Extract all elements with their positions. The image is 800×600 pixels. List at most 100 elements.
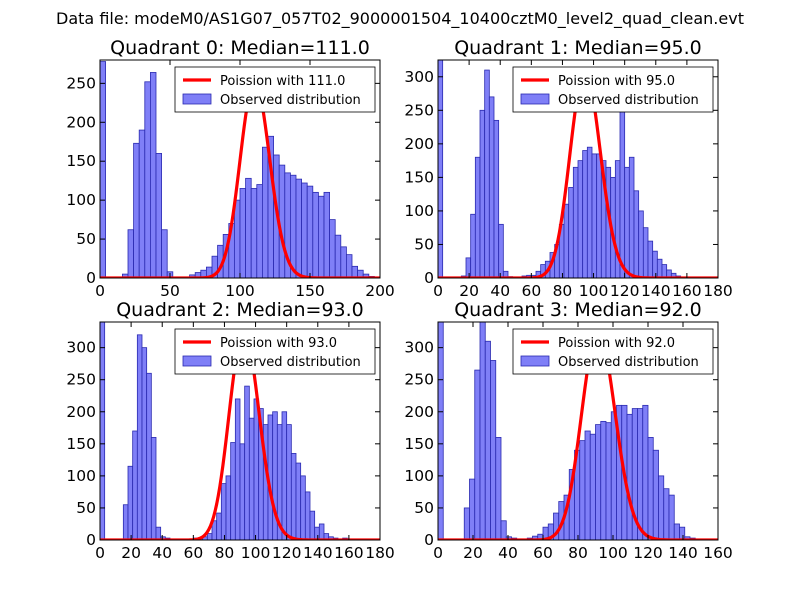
histogram-bar xyxy=(155,153,162,278)
x-tick-label: 160 xyxy=(703,544,733,562)
histogram-bar xyxy=(295,178,302,278)
histogram-bar xyxy=(679,526,686,540)
histogram-bar xyxy=(133,142,140,278)
histogram-bar xyxy=(638,210,644,278)
x-tick-label: 100 xyxy=(598,544,628,562)
histogram-bar xyxy=(141,347,148,540)
histogram-bar xyxy=(595,424,602,540)
legend-label-observed: Observed distribution xyxy=(220,93,361,108)
histogram-bar xyxy=(248,417,255,540)
histogram-bar xyxy=(488,96,495,278)
histogram-bar xyxy=(334,234,342,278)
x-tick-label: 180 xyxy=(703,282,733,300)
y-tick-label: 250 xyxy=(404,101,434,119)
y-tick-label: 250 xyxy=(404,371,434,389)
histogram-bar xyxy=(161,229,168,278)
y-tick-label: 50 xyxy=(76,230,96,248)
histogram-bar xyxy=(253,398,260,540)
histogram-bar xyxy=(127,229,134,278)
histogram-bar xyxy=(584,430,591,540)
histogram-bar xyxy=(230,442,236,540)
x-tick-label: 80 xyxy=(553,282,573,300)
plot-data xyxy=(438,322,718,540)
y-tick-label: 0 xyxy=(424,531,434,549)
histogram-bar xyxy=(146,372,152,540)
histogram-bar xyxy=(619,109,626,278)
histogram-bar xyxy=(479,322,486,540)
legend-label-observed: Observed distribution xyxy=(558,93,699,108)
x-tick-label: 140 xyxy=(641,282,671,300)
histogram-bar xyxy=(100,322,106,540)
axes-frame xyxy=(437,59,719,279)
histogram-bar xyxy=(301,182,308,278)
legend: Poission with 95.0 Observed distribution xyxy=(512,66,714,113)
x-tick-label: 0 xyxy=(433,282,443,300)
x-tick-label: 40 xyxy=(498,544,518,562)
legend-box xyxy=(512,66,714,113)
subplot-title: Quadrant 2: Median=93.0 xyxy=(116,299,364,321)
histogram-bar xyxy=(233,199,241,278)
subplot-title: Quadrant 1: Median=95.0 xyxy=(454,37,702,59)
y-tick-label: 200 xyxy=(404,135,434,153)
histogram-bar xyxy=(239,443,246,540)
histogram-bar xyxy=(245,177,252,278)
y-tick-label: 300 xyxy=(404,339,434,357)
histogram-bar xyxy=(661,264,668,278)
histogram-bar xyxy=(306,185,314,278)
x-tick-label: 140 xyxy=(303,544,333,562)
histogram-bar xyxy=(132,430,138,540)
x-tick-label: 180 xyxy=(365,544,395,562)
histogram-bar xyxy=(329,219,336,278)
histogram-bar xyxy=(633,190,640,278)
histogram-bar xyxy=(589,433,596,540)
histogram-bar xyxy=(572,166,579,278)
histogram-bar xyxy=(579,440,586,540)
legend-label-poisson: Poission with 93.0 xyxy=(220,336,337,351)
histogram-bar xyxy=(281,411,288,540)
x-tick-label: 100 xyxy=(579,282,609,300)
y-tick-label: 50 xyxy=(414,499,434,517)
histogram-bar xyxy=(317,195,325,278)
histogram-bar xyxy=(250,188,258,278)
histogram-bar xyxy=(150,437,157,540)
histogram-bar xyxy=(647,437,654,540)
histogram-bar xyxy=(144,81,151,278)
histogram-bar xyxy=(256,184,263,278)
x-tick-label: 120 xyxy=(272,544,302,562)
histogram-bar xyxy=(656,258,663,278)
subplot-quadrant-0: 0 50 100 150 200 0 50 100 150 200 250 Quadrant 0: M… xyxy=(66,37,394,300)
histogram-bar xyxy=(652,449,659,540)
y-tick-label: 150 xyxy=(66,152,96,170)
legend-bar-swatch xyxy=(520,93,550,105)
histogram-bar xyxy=(465,257,472,278)
histogram-bar xyxy=(577,160,584,278)
plot-data xyxy=(100,61,380,278)
histogram-bar xyxy=(438,322,444,540)
legend-bar-swatch xyxy=(182,355,212,367)
x-tick-label: 20 xyxy=(121,544,141,562)
subplot-title: Quadrant 3: Median=92.0 xyxy=(454,299,702,321)
histogram-bar xyxy=(600,420,607,540)
histogram-bar xyxy=(138,129,146,278)
histogram-bar xyxy=(568,187,574,278)
x-tick-label: 120 xyxy=(633,544,663,562)
y-tick-label: 0 xyxy=(86,531,96,549)
histogram-bar xyxy=(239,188,246,278)
y-tick-label: 100 xyxy=(66,467,96,485)
figure-suptitle: Data file: modeM0/AS1G07_057T02_90000015… xyxy=(56,9,744,29)
y-tick-label: 150 xyxy=(404,168,434,186)
histogram-bar xyxy=(479,109,486,278)
x-tick-label: 120 xyxy=(610,282,640,300)
y-tick-label: 300 xyxy=(66,339,96,357)
histogram-bar xyxy=(500,520,507,540)
x-tick-label: 200 xyxy=(365,282,395,300)
x-tick-label: 160 xyxy=(672,282,702,300)
histogram-bar xyxy=(295,462,302,540)
histogram-bar xyxy=(304,491,311,540)
legend-box xyxy=(512,328,714,375)
histogram-bar xyxy=(206,533,213,540)
histogram-bar xyxy=(624,166,630,278)
histogram-bar xyxy=(663,488,670,540)
legend-label-observed: Observed distribution xyxy=(220,355,361,370)
